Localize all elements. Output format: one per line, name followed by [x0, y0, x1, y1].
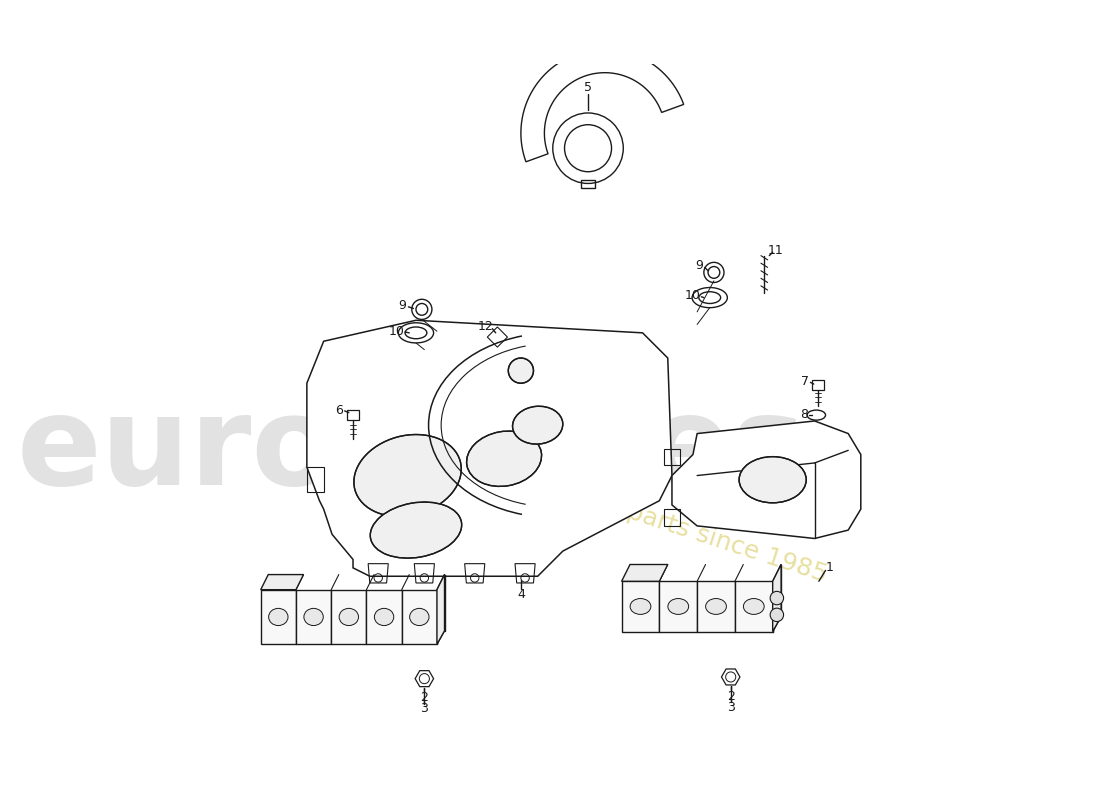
Circle shape	[770, 608, 783, 622]
Text: 9: 9	[398, 299, 406, 313]
Polygon shape	[735, 582, 772, 632]
Polygon shape	[672, 421, 861, 538]
Polygon shape	[659, 582, 697, 632]
Text: 7: 7	[801, 375, 808, 388]
Polygon shape	[402, 590, 437, 644]
Circle shape	[508, 358, 534, 383]
Text: 6: 6	[334, 403, 343, 417]
Ellipse shape	[371, 502, 462, 558]
Text: 12: 12	[477, 320, 494, 333]
Text: 2: 2	[727, 690, 735, 702]
Text: 4: 4	[517, 588, 525, 602]
Text: 2: 2	[420, 691, 428, 705]
Polygon shape	[331, 590, 366, 644]
Polygon shape	[772, 565, 781, 632]
Text: 1: 1	[826, 562, 834, 574]
Ellipse shape	[705, 598, 726, 614]
Polygon shape	[621, 565, 668, 582]
Text: 3: 3	[727, 701, 735, 714]
Polygon shape	[697, 582, 735, 632]
Ellipse shape	[409, 608, 429, 626]
Text: eurospares: eurospares	[16, 390, 807, 511]
Text: 10: 10	[685, 290, 701, 302]
Polygon shape	[296, 590, 331, 644]
Text: a passion for parts since 1985: a passion for parts since 1985	[463, 448, 830, 587]
Ellipse shape	[744, 598, 764, 614]
Ellipse shape	[668, 598, 689, 614]
Text: 10: 10	[388, 325, 405, 338]
Text: 3: 3	[420, 702, 428, 715]
Ellipse shape	[739, 457, 806, 503]
Text: 11: 11	[768, 244, 784, 257]
Ellipse shape	[339, 608, 359, 626]
Text: 5: 5	[584, 82, 592, 94]
Ellipse shape	[466, 431, 541, 486]
Polygon shape	[621, 582, 659, 632]
Polygon shape	[307, 320, 672, 576]
Ellipse shape	[354, 434, 461, 517]
Ellipse shape	[630, 598, 651, 614]
Polygon shape	[261, 574, 304, 590]
Polygon shape	[366, 590, 402, 644]
Polygon shape	[437, 574, 444, 644]
Circle shape	[770, 591, 783, 605]
Text: 8: 8	[800, 408, 807, 421]
Ellipse shape	[513, 406, 563, 444]
Polygon shape	[261, 590, 296, 644]
Ellipse shape	[268, 608, 288, 626]
Ellipse shape	[374, 608, 394, 626]
Text: 9: 9	[695, 259, 703, 272]
Ellipse shape	[304, 608, 323, 626]
